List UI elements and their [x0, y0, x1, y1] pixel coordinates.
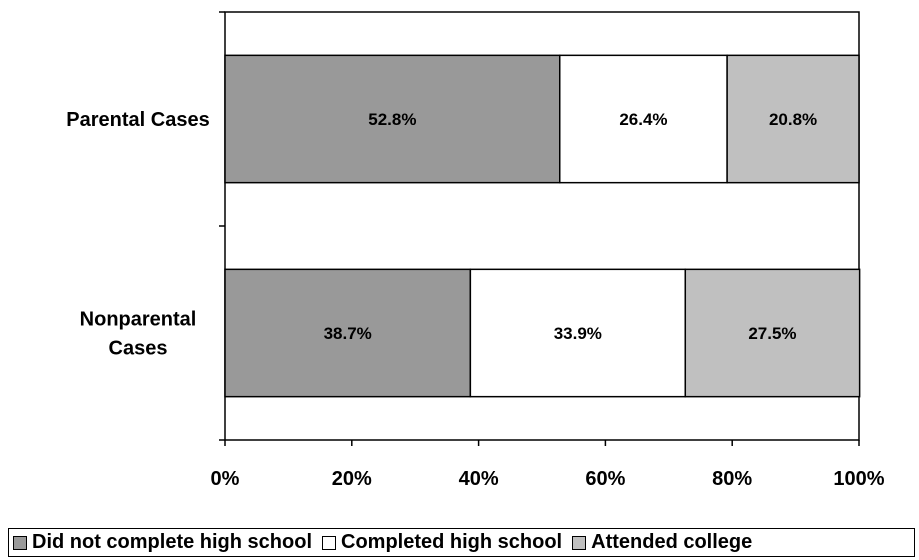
x-tick-label-40: 40% [459, 468, 499, 490]
x-tick-label-80: 80% [712, 468, 752, 490]
data-label-attended-college-parental-cases: 20.8% [769, 110, 817, 129]
legend-item-completed: Completed high school [322, 531, 562, 554]
x-tick-label-20: 20% [332, 468, 372, 490]
data-label-did-not-complete-high-school-nonparental-cases: 38.7% [324, 324, 372, 343]
category-label-nonparental-cases-line-1: Nonparental [80, 309, 197, 331]
bar-attended-college-nonparental-cases [684, 268, 861, 398]
legend-swatch-attended-college [572, 535, 587, 550]
legend-item-attended-college: Attended college [572, 531, 752, 554]
bar-did-not-complete-high-school-parental-cases [224, 54, 561, 184]
x-tick-label-100: 100% [833, 468, 884, 490]
legend-swatch-did-not-complete [13, 535, 27, 550]
x-tick-label-60: 60% [585, 468, 625, 490]
bar-did-not-complete-high-school-nonparental-cases [224, 268, 472, 398]
axes-group: Parental Cases Nonparental Cases 0% 20% 40% 60… [66, 11, 885, 490]
category-label-parental-cases: Parental Cases [66, 109, 209, 131]
data-label-did-not-complete-high-school-parental-cases: 52.8% [368, 110, 416, 129]
category-label-nonparental-cases-line-2: Cases [109, 338, 168, 360]
legend-label-attended-college: Attended college [591, 531, 753, 553]
legend: Did not complete high school Completed h… [8, 528, 915, 557]
legend-swatch-completed [322, 535, 336, 550]
x-tick-label-0: 0% [211, 468, 240, 490]
bars-group: 52.8% 26.4% 20.8% 38.7% 33.9% 27.5% [224, 54, 861, 398]
bar-attended-college-parental-cases [726, 54, 860, 184]
legend-label-did-not-complete: Did not complete high school [32, 531, 312, 553]
data-label-completed-high-school-parental-cases: 26.4% [619, 110, 667, 129]
legend-item-did-not-complete: Did not complete high school [13, 531, 312, 554]
bar-completed-high-school-nonparental-cases [469, 268, 687, 398]
legend-label-completed: Completed high school [341, 531, 563, 553]
data-label-attended-college-nonparental-cases: 27.5% [748, 324, 796, 343]
data-label-completed-high-school-nonparental-cases: 33.9% [554, 324, 602, 343]
